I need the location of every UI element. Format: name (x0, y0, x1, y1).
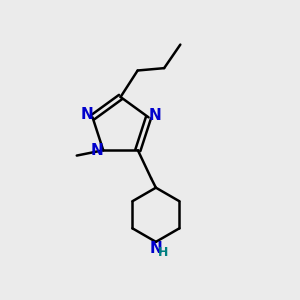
Text: N: N (149, 108, 161, 123)
Text: N: N (149, 241, 162, 256)
Text: N: N (80, 107, 93, 122)
Text: N: N (90, 143, 103, 158)
Text: H: H (158, 246, 169, 259)
